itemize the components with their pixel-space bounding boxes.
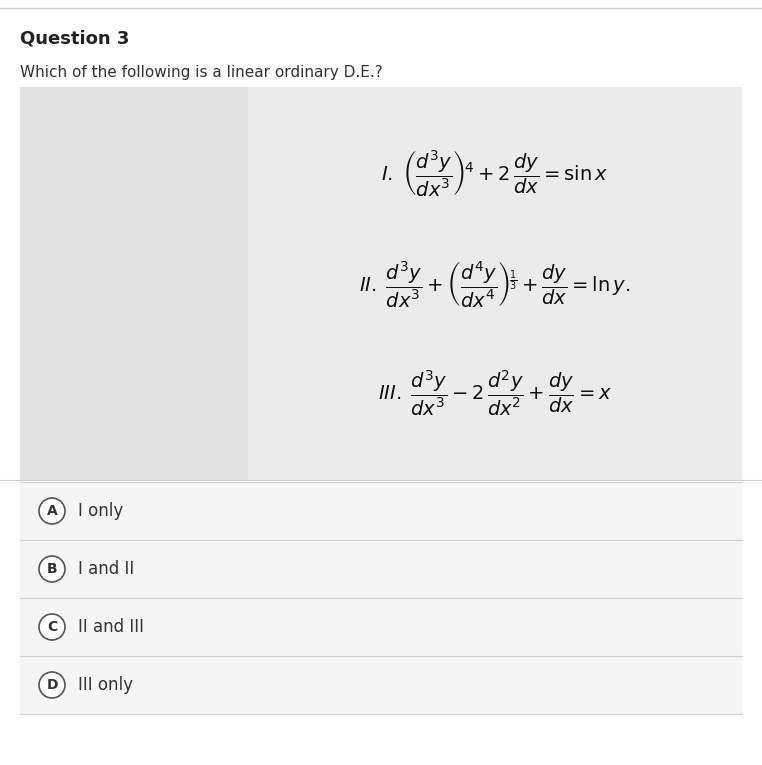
Circle shape bbox=[39, 498, 65, 524]
Text: II and III: II and III bbox=[78, 618, 144, 636]
Circle shape bbox=[39, 614, 65, 640]
Text: I and II: I and II bbox=[78, 560, 134, 578]
Text: Question 3: Question 3 bbox=[20, 29, 130, 47]
Text: D: D bbox=[46, 678, 58, 692]
Circle shape bbox=[39, 556, 65, 582]
Bar bbox=[248, 87, 742, 480]
Text: $I.\;\left(\dfrac{d^3y}{dx^3}\right)^{\!4} + 2\,\dfrac{dy}{dx} = \sin x$: $I.\;\left(\dfrac{d^3y}{dx^3}\right)^{\!… bbox=[381, 148, 609, 198]
Circle shape bbox=[39, 672, 65, 698]
Text: C: C bbox=[47, 620, 57, 634]
Text: B: B bbox=[46, 562, 57, 576]
Text: $III.\;\dfrac{d^3y}{dx^3} - 2\,\dfrac{d^2y}{dx^2} + \dfrac{dy}{dx} = x$: $III.\;\dfrac{d^3y}{dx^3} - 2\,\dfrac{d^… bbox=[378, 369, 612, 418]
Text: Which of the following is a linear ordinary D.E.?: Which of the following is a linear ordin… bbox=[20, 65, 383, 80]
Text: I only: I only bbox=[78, 502, 123, 520]
Text: $II.\;\dfrac{d^3y}{dx^3} + \left(\dfrac{d^4y}{dx^4}\right)^{\!\frac{1}{3}} + \df: $II.\;\dfrac{d^3y}{dx^3} + \left(\dfrac{… bbox=[360, 259, 631, 308]
Bar bbox=[20, 656, 742, 714]
Bar bbox=[20, 598, 742, 656]
Text: A: A bbox=[46, 504, 57, 518]
Bar bbox=[20, 87, 248, 480]
Bar bbox=[20, 482, 742, 540]
Bar bbox=[20, 540, 742, 598]
Text: III only: III only bbox=[78, 676, 133, 694]
